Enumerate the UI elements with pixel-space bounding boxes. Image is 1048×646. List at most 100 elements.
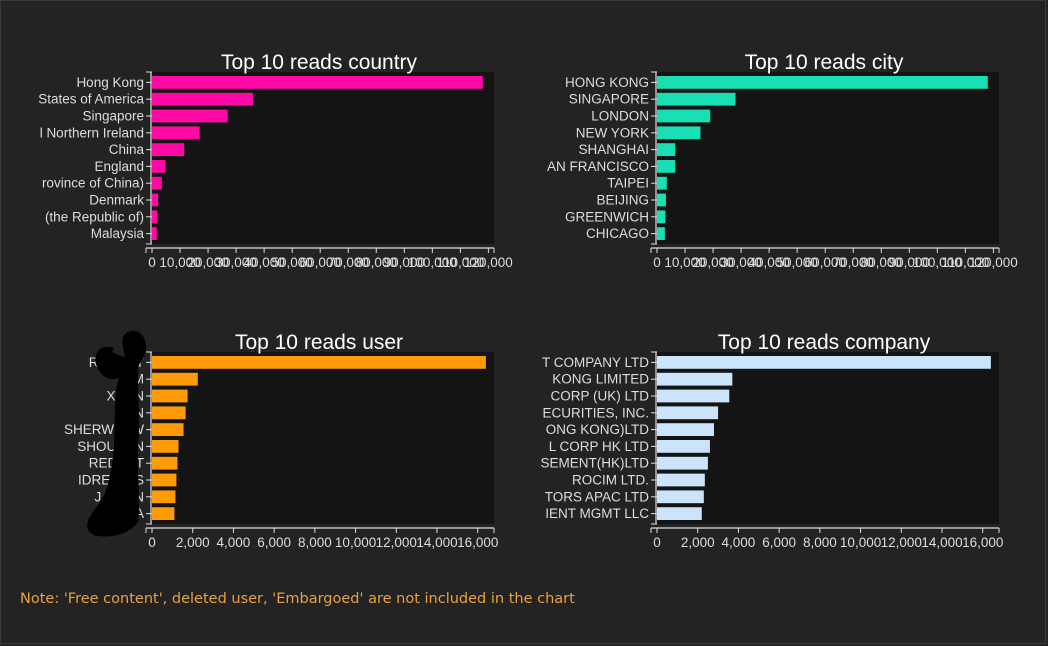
category-label: CORP (UK) LTD [550,389,649,404]
chart-title: Top 10 reads country [221,51,418,74]
x-tick-label: 14,000 [921,535,962,550]
x-tick-label: 4,000 [722,535,756,550]
bar [657,210,666,224]
bar [152,406,186,420]
x-tick-label: 14,000 [416,535,457,550]
x-tick-label: 100,000 [913,255,962,270]
bar [152,440,179,453]
x-tick-label: 30,000 [215,255,256,270]
bar [657,92,736,106]
bar [152,109,228,123]
bar [657,406,719,420]
footnote: Note: 'Free content', deleted user, 'Emb… [20,591,575,607]
x-tick-label: 8,000 [298,535,332,550]
bar [152,227,157,240]
x-tick-label: 12,000 [881,535,922,550]
chart-title: Top 10 reads city [745,51,904,74]
bar [152,92,253,106]
x-tick-label: 10,000 [664,255,705,270]
bar [152,490,176,504]
x-tick-label: 50,000 [272,255,313,270]
bar [152,210,158,224]
x-tick-label: 8,000 [803,535,837,550]
category-label: HONG KONG [565,75,649,90]
x-tick-label: 6,000 [762,535,796,550]
bar [152,389,188,403]
x-tick-label: 30,000 [720,255,761,270]
category-label: TAIPEI [607,176,649,191]
category-label: Malaysia [91,226,145,241]
bar [657,490,704,504]
bar [152,143,185,156]
bar [152,507,175,520]
category-label: England [94,159,144,174]
category-label: IENT MGMT LLC [545,506,649,521]
x-tick-label: 20,000 [692,255,733,270]
chart-title: Top 10 reads company [718,331,931,354]
category-label: Singapore [82,109,144,124]
category-label: SINGAPORE [569,92,649,107]
category-label: ROCIM LTD. [572,473,649,488]
category-labels: T COMPANY LTD KONG LIMITED CORP (UK) LTDEC… [540,355,649,521]
x-tick-label: 0 [653,255,661,270]
x-tick-label: 110,000 [941,255,989,270]
bar [152,423,184,436]
x-tick-label: 16,000 [457,535,498,550]
bar [657,76,988,89]
x-tick-label: 120,000 [969,255,1018,270]
bar [657,440,710,453]
category-label: SEMENT(HK)LTD [540,456,649,471]
bar [657,372,733,386]
x-tick-label: 80,000 [861,255,902,270]
x-tick-label: 70,000 [833,255,874,270]
category-label: AN FRANCISCO [547,159,649,174]
chart-title: Top 10 reads user [235,331,403,354]
x-tick-label: 0 [148,535,156,550]
x-tick-label: 10,000 [840,535,881,550]
category-label: KONG LIMITED [552,372,649,387]
category-label: GREENWICH [565,209,649,224]
bar [657,356,991,369]
bar [657,227,665,240]
bar [152,193,159,207]
category-label: ECURITIES, INC. [542,405,649,420]
x-tick-label: 70,000 [328,255,369,270]
bar [152,126,200,140]
bar [657,109,711,123]
x-tick-label: 12,000 [376,535,417,550]
x-tick-label: 100,000 [408,255,457,270]
x-tick-label: 6,000 [257,535,291,550]
category-label: CHICAGO [586,226,649,241]
x-tick-label: 2,000 [176,535,210,550]
x-tick-label: 0 [653,535,661,550]
x-tick-label: 16,000 [962,535,1003,550]
bar [657,193,666,207]
category-label: T COMPANY LTD [542,355,649,370]
category-label: SHANGHAI [578,142,649,157]
category-label: rovince of China) [42,176,144,191]
x-tick-label: 40,000 [748,255,789,270]
category-label: Denmark [89,193,144,208]
x-tick-label: 10,000 [159,255,200,270]
x-tick-label: 90,000 [889,255,930,270]
bar [152,456,178,470]
category-label: China [109,142,145,157]
category-label: NEW YORK [576,125,649,140]
x-tick-label: 110,000 [436,255,484,270]
bar [152,160,166,173]
x-tick-label: 4,000 [217,535,251,550]
category-label: LONDON [591,109,649,124]
bar [657,126,701,140]
bar [152,76,483,89]
x-tick-label: 90,000 [384,255,425,270]
bar [657,507,702,520]
bar [152,356,486,369]
category-label: l Northern Ireland [40,125,144,140]
x-tick-label: 10,000 [335,535,376,550]
